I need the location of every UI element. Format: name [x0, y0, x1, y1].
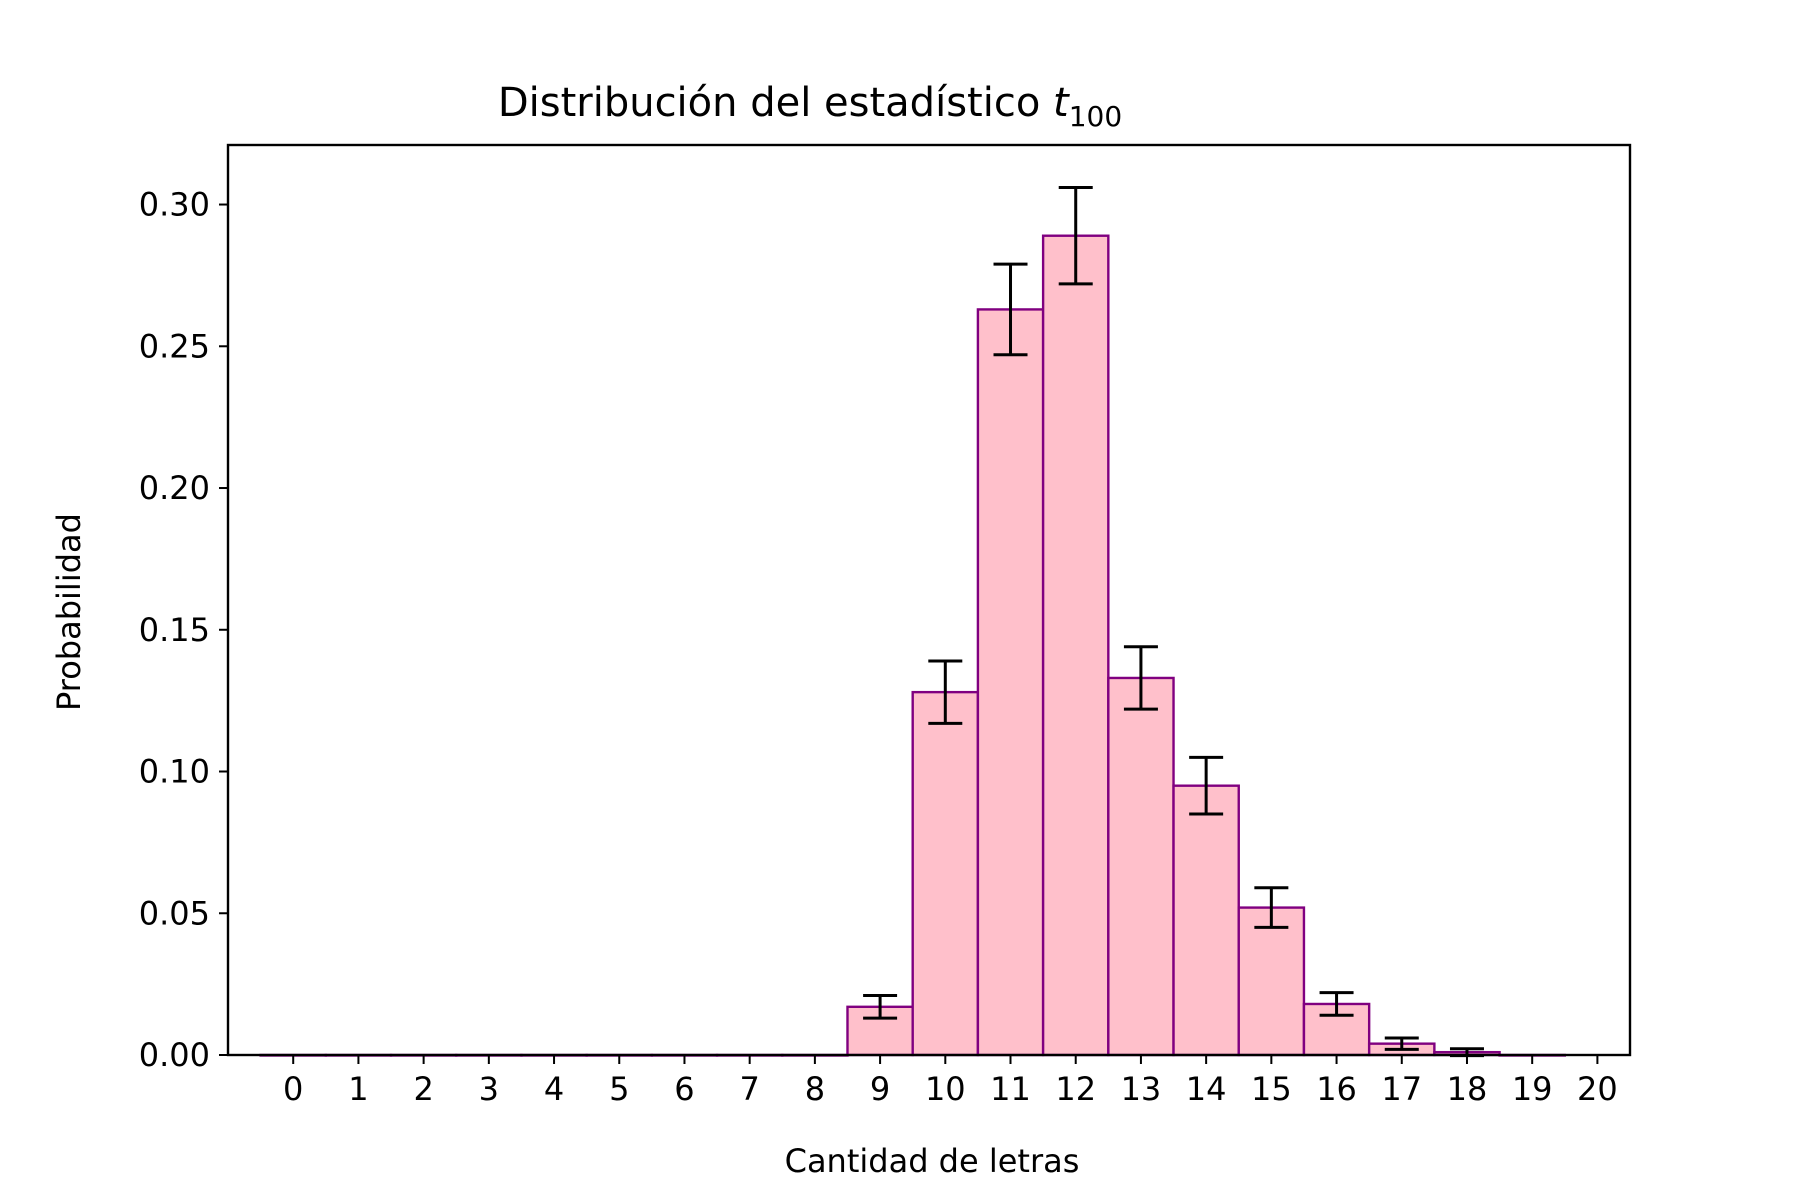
bar-10 — [911, 690, 980, 1057]
x-tick-label: 8 — [805, 1070, 825, 1108]
errorbar-16 — [1319, 991, 1354, 1017]
y-tick-label: 0.10 — [139, 753, 210, 791]
bar-11 — [976, 308, 1045, 1057]
x-tick-label: 7 — [739, 1070, 759, 1108]
x-tick-label: 0 — [283, 1070, 303, 1108]
x-tick-label: 11 — [990, 1070, 1031, 1108]
x-tick-label: 20 — [1577, 1070, 1618, 1108]
x-tick-label: 13 — [1121, 1070, 1162, 1108]
bar-15 — [1237, 906, 1306, 1057]
x-tick-label: 1 — [348, 1070, 368, 1108]
y-tick-label: 0.30 — [139, 186, 210, 224]
x-tick-label: 17 — [1381, 1070, 1422, 1108]
x-tick-label: 5 — [609, 1070, 629, 1108]
errorbar-14 — [1189, 755, 1224, 816]
y-tick-label: 0.20 — [139, 469, 210, 507]
y-axis-ticks: 0.00 0.05 0.10 0.15 0.20 0.25 0.30 — [139, 186, 228, 1074]
y-tick-label: 0.05 — [139, 894, 210, 932]
x-tick-label: 4 — [544, 1070, 564, 1108]
chart-title-math: t — [1053, 80, 1070, 126]
x-tick-label: 10 — [925, 1070, 966, 1108]
y-tick-label: 0.15 — [139, 611, 210, 649]
bar-12 — [1041, 234, 1110, 1057]
bars-group — [259, 234, 1566, 1057]
errorbar-15 — [1254, 886, 1289, 929]
x-tick-label: 3 — [479, 1070, 499, 1108]
errorbars-group — [863, 186, 1484, 1058]
plot-frame — [226, 143, 1632, 1057]
y-axis-label: Probabilidad — [50, 513, 88, 711]
x-axis-ticks: 0 1 2 3 4 5 6 7 8 9 10 11 12 13 14 15 16 17 18 19 20 — [283, 1055, 1618, 1108]
chart-title: Distribución del estadístico t100 — [498, 80, 1122, 133]
errorbar-9 — [863, 993, 898, 1020]
x-tick-label: 15 — [1251, 1070, 1292, 1108]
x-tick-label: 6 — [674, 1070, 694, 1108]
x-tick-label: 14 — [1186, 1070, 1227, 1108]
errorbar-12 — [1058, 186, 1093, 286]
x-tick-label: 2 — [413, 1070, 433, 1108]
bar-14 — [1172, 784, 1240, 1057]
x-tick-label: 19 — [1512, 1070, 1553, 1108]
x-tick-label: 16 — [1316, 1070, 1357, 1108]
y-tick-label: 0.25 — [139, 327, 210, 365]
x-tick-label: 18 — [1447, 1070, 1488, 1108]
errorbar-10 — [928, 659, 963, 725]
x-tick-label: 12 — [1055, 1070, 1096, 1108]
y-tick-label: 0.00 — [139, 1036, 210, 1074]
x-axis-label: Cantidad de letras — [785, 1142, 1080, 1180]
errorbar-13 — [1123, 645, 1158, 711]
errorbar-17 — [1384, 1036, 1419, 1051]
x-tick-label: 9 — [870, 1070, 890, 1108]
chart-title-text: Distribución del estadístico — [498, 80, 1053, 126]
bar-13 — [1107, 676, 1175, 1057]
chart-title-subscript: 100 — [1069, 100, 1122, 133]
errorbar-11 — [993, 262, 1028, 357]
